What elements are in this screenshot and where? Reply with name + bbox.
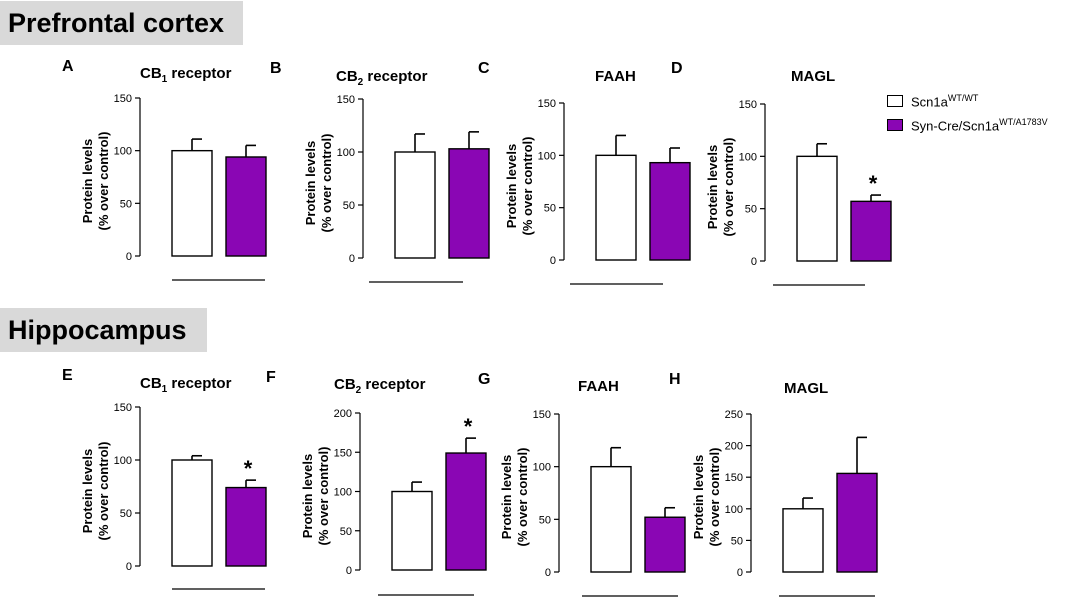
bar-g-1 [590,465,632,573]
y-tick-label-c: 100 [538,150,556,162]
legend: Scn1aWT/WT Syn-Cre/Scn1aWT/A1783V [887,89,1048,137]
panel-title-f: CB2 receptor [334,376,426,396]
y-tick-label-h: 0 [737,567,743,579]
y-axis-label-c: Protein levels (% over control) [504,136,535,235]
y-tick-label-e: 50 [120,508,132,520]
y-tick-label-h: 250 [725,409,743,421]
section-title-hippocampus: Hippocampus [0,308,207,352]
significance-star-d: * [869,171,878,196]
y-tick-label-h: 100 [725,504,743,516]
panel-title-h: MAGL [784,380,829,397]
panel-letter-e: E [62,367,73,384]
y-axis-label-b: Protein levels (% over control) [303,133,334,232]
y-tick-label-a: 150 [114,93,132,105]
y-tick-label-b: 0 [349,253,355,265]
y-tick-label-h: 200 [725,441,743,453]
y-tick-label-e: 100 [114,455,132,467]
y-tick-label-g: 0 [545,567,551,579]
legend-item-mutant: Syn-Cre/Scn1aWT/A1783V [887,113,1048,137]
y-tick-label-d: 150 [739,99,757,111]
y-tick-label-b: 100 [337,147,355,159]
panel-letter-a: A [62,58,74,75]
bar-a-2 [225,156,267,257]
bar-f-1 [391,490,433,571]
y-tick-label-b: 150 [337,94,355,106]
y-tick-label-g: 150 [533,409,551,421]
panel-letter-b: B [270,60,282,77]
bar-e-1 [171,459,213,567]
y-tick-label-f: 150 [334,447,352,459]
bar-c-2 [649,161,691,261]
bar-h-2 [836,472,878,573]
y-tick-label-c: 0 [550,255,556,267]
bar-d-1 [796,155,838,262]
panel-title-g: FAAH [578,378,619,395]
y-tick-label-f: 200 [334,408,352,420]
bar-c-1 [595,154,637,261]
y-tick-label-e: 0 [126,561,132,573]
bar-d-2 [850,200,892,262]
significance-star-f: * [464,414,473,439]
bar-b-2 [448,148,490,259]
legend-item-control: Scn1aWT/WT [887,89,1048,113]
y-tick-label-h: 50 [731,535,743,547]
y-tick-label-g: 100 [533,462,551,474]
y-tick-label-d: 50 [745,204,757,216]
legend-swatch-control [887,95,903,107]
panel-letter-f: F [266,369,276,386]
section-title-prefrontal-cortex: Prefrontal cortex [0,1,243,45]
panel-title-d: MAGL [791,68,836,85]
y-axis-label-e: Protein levels (% over control) [80,441,111,540]
y-tick-label-b: 50 [343,200,355,212]
y-axis-label-d: Protein levels (% over control) [705,137,736,236]
y-axis-label-h: Protein levels (% over control) [691,447,722,547]
y-tick-label-a: 0 [126,251,132,263]
y-tick-label-c: 50 [544,203,556,215]
panel-letter-h: H [669,371,681,388]
y-tick-label-a: 50 [120,198,132,210]
y-tick-label-c: 150 [538,98,556,110]
y-tick-label-d: 0 [751,256,757,268]
y-tick-label-d: 100 [739,151,757,163]
y-tick-label-f: 100 [334,487,352,499]
panel-letter-g: G [478,371,491,388]
panel-title-c: FAAH [595,68,636,85]
significance-star-e: * [244,456,253,481]
bar-a-1 [171,149,213,257]
y-tick-label-f: 50 [340,526,352,538]
panel-title-e: CB1 receptor [140,375,232,395]
bar-f-2 [445,452,487,571]
legend-label-mutant: Syn-Cre/Scn1aWT/A1783V [911,116,1048,134]
legend-label-control: Scn1aWT/WT [911,92,979,110]
bar-e-2 [225,486,267,567]
y-axis-label-g: Protein levels (% over control) [499,447,530,547]
y-axis-label-a: Protein levels (% over control) [80,131,111,231]
y-tick-label-f: 0 [346,565,352,577]
panel-title-b: CB2 receptor [336,68,428,88]
bar-b-1 [394,151,436,259]
bar-g-2 [644,516,686,573]
bar-h-1 [782,508,824,573]
panel-letter-c: C [478,60,490,77]
y-tick-label-e: 150 [114,402,132,414]
y-tick-label-a: 100 [114,146,132,158]
y-axis-label-f: Protein levels (% over control) [300,446,331,545]
panel-title-a: CB1 receptor [140,65,232,85]
panel-letter-d: D [671,60,683,77]
y-tick-label-h: 150 [725,472,743,484]
y-tick-label-g: 50 [539,514,551,526]
legend-swatch-mutant [887,119,903,131]
